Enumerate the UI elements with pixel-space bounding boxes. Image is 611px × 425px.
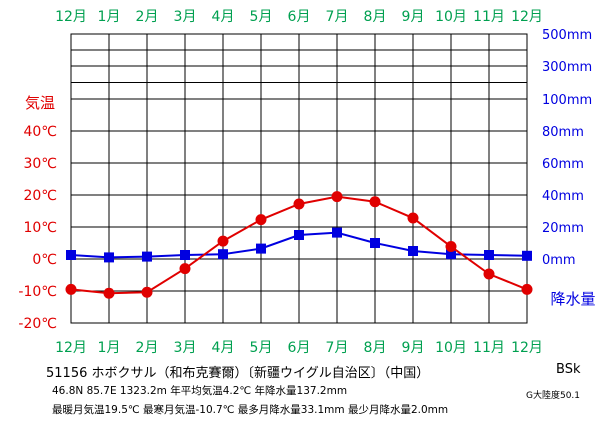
precipitation-point xyxy=(370,238,380,248)
month-axis-top: 12月 1月 2月 3月 4月 5月 6月 7月 8月 9月 10月 11月 12月 xyxy=(55,9,543,25)
climate-chart: 12月 1月 2月 3月 4月 5月 6月 7月 8月 9月 10月 11月 12月 12月 1月 2月 3月… xyxy=(18,9,595,356)
precipitation-point xyxy=(446,249,456,260)
month-label-top: 4月 xyxy=(212,9,235,25)
precipitation-tick-label: 20mm xyxy=(542,221,584,236)
precipitation-point xyxy=(484,250,494,260)
temperature-tick-label: 10℃ xyxy=(23,220,57,236)
temperature-axis-title: 気温 xyxy=(25,94,55,112)
precipitation-series xyxy=(66,227,532,263)
precipitation-tick-label: 100mm xyxy=(542,93,592,108)
plot-border xyxy=(70,33,528,324)
temperature-series xyxy=(65,191,533,299)
temperature-point xyxy=(65,283,77,295)
month-label-top: 10月 xyxy=(435,9,467,25)
month-label-top: 11月 xyxy=(473,9,505,25)
month-label-top: 3月 xyxy=(174,9,197,25)
temperature-tick-label: 30℃ xyxy=(23,156,57,172)
temperature-tick-label: 0℃ xyxy=(32,252,57,268)
station-summary: 46.8N 85.7E 1323.2m 年平均気温4.2℃ 年降水量137.2m… xyxy=(52,385,348,397)
precipitation-point xyxy=(522,250,532,261)
temperature-tick-label: -10℃ xyxy=(18,284,57,300)
month-label-top: 12月 xyxy=(55,9,87,25)
precipitation-point xyxy=(104,252,114,263)
month-label-top: 6月 xyxy=(288,9,311,25)
temperature-point xyxy=(331,191,343,203)
month-label-bottom: 6月 xyxy=(288,340,311,356)
precipitation-point xyxy=(408,246,418,256)
temperature-point xyxy=(369,196,381,208)
temperature-point xyxy=(217,235,229,247)
temperature-point xyxy=(407,212,419,224)
month-label-top: 7月 xyxy=(326,9,349,25)
month-label-top: 12月 xyxy=(511,9,543,25)
month-label-bottom: 3月 xyxy=(174,340,197,356)
precipitation-tick-label: 500mm xyxy=(542,28,592,43)
precipitation-point xyxy=(66,250,76,260)
temperature-tick-label: -20℃ xyxy=(18,316,57,332)
month-label-bottom: 9月 xyxy=(402,340,425,356)
precipitation-point xyxy=(180,250,190,260)
temperature-axis: 40℃ 30℃ 20℃ 10℃ 0℃ -10℃ -20℃ xyxy=(18,124,57,332)
station-extremes: 最暖月気温19.5℃ 最寒月気温-10.7℃ 最多月降水量33.1mm 最少月降… xyxy=(52,404,449,416)
temperature-point xyxy=(103,287,115,299)
chart-grid xyxy=(71,33,527,324)
month-label-bottom: 2月 xyxy=(136,340,159,356)
precipitation-tick-label: 300mm xyxy=(542,60,592,75)
month-label-top: 2月 xyxy=(136,9,159,25)
precipitation-point xyxy=(218,249,228,260)
temperature-point xyxy=(521,283,533,295)
month-label-bottom: 10月 xyxy=(435,340,467,356)
temperature-point xyxy=(141,286,153,298)
month-label-bottom: 4月 xyxy=(212,340,235,356)
month-label-top: 1月 xyxy=(98,9,121,25)
continentality-index: G大陸度50.1 xyxy=(526,391,581,401)
month-label-bottom: 1月 xyxy=(98,340,121,356)
temperature-point xyxy=(255,214,267,226)
precipitation-tick-label: 60mm xyxy=(542,157,584,172)
climate-classification: BSk xyxy=(556,362,581,377)
month-label-bottom: 11月 xyxy=(473,340,505,356)
temperature-tick-label: 20℃ xyxy=(23,188,57,204)
precipitation-tick-label: 80mm xyxy=(542,125,584,140)
month-label-bottom: 12月 xyxy=(55,340,87,356)
station-name: 51156 ホボクサル（和布克賽爾）〔新疆ウイグル自治区〕（中国） xyxy=(46,366,430,381)
precipitation-point xyxy=(294,230,304,240)
temperature-point xyxy=(445,241,457,253)
month-label-top: 5月 xyxy=(250,9,273,25)
precipitation-axis-title: 降水量 xyxy=(550,290,595,308)
plot-frame xyxy=(70,33,528,324)
temperature-point xyxy=(179,263,191,275)
temperature-point xyxy=(483,268,495,280)
precipitation-point xyxy=(256,243,266,254)
month-label-bottom: 7月 xyxy=(326,340,349,356)
month-label-bottom: 8月 xyxy=(364,340,387,356)
month-label-bottom: 12月 xyxy=(511,340,543,356)
month-label-top: 9月 xyxy=(402,9,425,25)
temperature-point xyxy=(293,198,305,210)
month-label-bottom: 5月 xyxy=(250,340,273,356)
precipitation-axis: 0mm 20mm 40mm 60mm 80mm 100mm 300mm 500mm xyxy=(542,28,592,268)
precipitation-point xyxy=(332,227,342,238)
precipitation-tick-label: 40mm xyxy=(542,189,584,204)
temperature-tick-label: 40℃ xyxy=(23,124,57,140)
month-label-top: 8月 xyxy=(364,9,387,25)
month-axis-bottom: 12月 1月 2月 3月 4月 5月 6月 7月 8月 9月 10月 11月 12月 xyxy=(55,340,543,356)
precipitation-tick-label: 0mm xyxy=(542,253,576,268)
precipitation-point xyxy=(142,251,152,262)
